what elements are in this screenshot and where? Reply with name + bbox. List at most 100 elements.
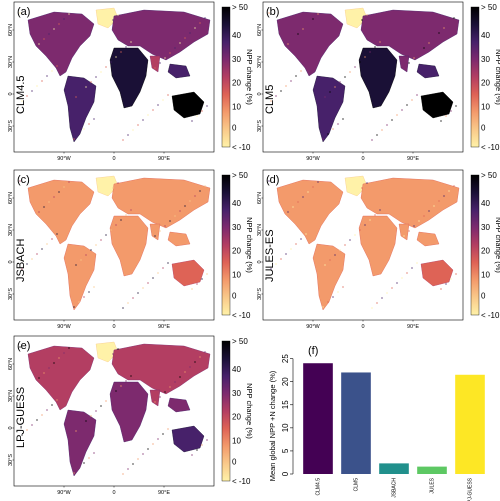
landmass-india (149, 389, 161, 407)
pixel-cell (206, 273, 208, 275)
lon-tick-label: 90°E (158, 324, 170, 330)
pixel-cell (339, 249, 341, 251)
pixel-cell (329, 259, 331, 261)
pixel-cell (290, 80, 292, 82)
colorbar-tick-label: 0 (232, 291, 237, 300)
pixel-cell (312, 186, 314, 188)
pixel-cell (152, 443, 154, 445)
lon-tick-label: 0 (112, 324, 115, 330)
pixel-cell (300, 70, 302, 72)
pixel-cell (322, 138, 324, 140)
pixel-cell (167, 262, 169, 264)
pixel-cell (386, 124, 388, 126)
pixel-cell (339, 81, 341, 83)
colorbar-label: NPP change (%) (245, 217, 254, 273)
pixel-cell (85, 86, 87, 88)
pixel-cell (132, 129, 134, 131)
landmass-eurasia (111, 343, 211, 395)
panel-label: (e) (17, 340, 30, 352)
pixel-cell (307, 191, 309, 193)
pixel-cell (142, 453, 144, 455)
pixel-cell (204, 185, 206, 187)
pixel-cell (159, 230, 161, 232)
pixel-cell (440, 288, 442, 290)
pixel-cell (418, 220, 420, 222)
pixel-cell (334, 254, 336, 256)
landmass-namerica (27, 11, 95, 77)
pixel-cell (191, 288, 193, 290)
pixel-cell (53, 196, 55, 198)
pixel-cell (194, 361, 196, 363)
pixel-cell (120, 219, 122, 221)
landmass-australia (420, 91, 454, 119)
landmass-seasia (167, 231, 191, 247)
pixel-cell (147, 282, 149, 284)
pixel-cell (280, 258, 282, 260)
pixel-cell (56, 399, 58, 401)
pixel-cell (204, 351, 206, 353)
land-layer (268, 7, 460, 143)
panel-label: (a) (17, 6, 30, 18)
pixel-cell (376, 134, 378, 136)
colorbar (221, 340, 231, 482)
pixel-cell (105, 400, 107, 402)
colorbar-label: NPP change (%) (494, 49, 500, 105)
pixel-cell (322, 306, 324, 308)
lat-tick-label: 30°S (8, 454, 14, 466)
pixel-cell (83, 128, 85, 130)
map-panel-c: (c) JSBACH 60°N 30°N 0 30°S 90°W 0 90°E > 50 40 30 2… (0, 168, 254, 334)
pixel-cell (174, 381, 176, 383)
pixel-cell (132, 297, 134, 299)
colorbar-tick-label: 10 (232, 270, 241, 279)
pixel-cell (63, 18, 65, 20)
pixel-cell (201, 444, 203, 446)
pixel-cell (58, 357, 60, 359)
pixel-cell (371, 307, 373, 309)
pixel-cell (75, 430, 77, 432)
lat-tick-label: 60°N (257, 24, 263, 36)
pixel-cell (423, 215, 425, 217)
bar-category-label: LPJ-GUESS (468, 477, 474, 501)
landmass-australia (171, 91, 205, 119)
pixel-cell (115, 390, 117, 392)
landmass-australia (420, 259, 454, 287)
pixel-cell (78, 133, 80, 135)
pixel-cell (169, 220, 171, 222)
pixel-cell (292, 206, 294, 208)
pixel-cell (120, 51, 122, 53)
pixel-cell (201, 278, 203, 280)
pixel-cell (342, 286, 344, 288)
landmass-india (398, 55, 410, 73)
pixel-cell (445, 115, 447, 117)
landmass-eurasia (360, 9, 460, 61)
pixel-cell (324, 96, 326, 98)
pixel-cell (448, 190, 450, 192)
pixel-cell (43, 372, 45, 374)
pixel-cell (105, 234, 107, 236)
pixel-cell (162, 99, 164, 101)
pixel-cell (179, 210, 181, 212)
pixel-cell (401, 277, 403, 279)
pixel-cell (31, 90, 33, 92)
bar-category-label: JSBACH (392, 478, 398, 498)
bar-category-label: JULES (430, 477, 436, 493)
pixel-cell (100, 71, 102, 73)
pixel-cell (297, 201, 299, 203)
pixel-cell (41, 414, 43, 416)
pixel-cell (406, 272, 408, 274)
colorbar-tick-label: < -10 (232, 143, 251, 152)
pixel-cell (110, 61, 112, 63)
bar-chart: (f) Mean global NPP +N change (%) 0 5 10 15… (268, 345, 485, 501)
pixel-cell (112, 187, 114, 189)
colorbar-tick-label: < -10 (481, 143, 500, 152)
pixel-cell (154, 401, 156, 403)
colorbar-tick-label: < -10 (232, 311, 251, 320)
pixel-cell (26, 263, 28, 265)
pixel-cell (199, 356, 201, 358)
pixel-cell (36, 419, 38, 421)
land-layer (19, 341, 211, 477)
pixel-cell (100, 405, 102, 407)
pixel-cell (125, 46, 127, 48)
colorbar-tick-label: 30 (232, 389, 241, 398)
pixel-cell (191, 120, 193, 122)
